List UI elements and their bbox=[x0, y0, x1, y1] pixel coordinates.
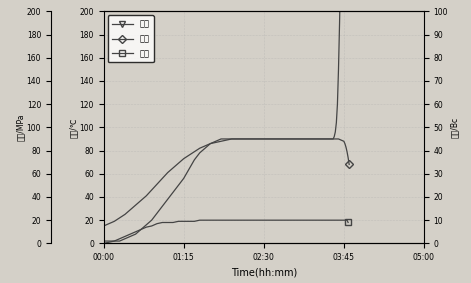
Y-axis label: 稠度/Bc: 稠度/Bc bbox=[449, 117, 458, 138]
X-axis label: Time(hh:mm): Time(hh:mm) bbox=[231, 268, 297, 278]
Y-axis label: 压力/MPa: 压力/MPa bbox=[16, 113, 25, 141]
Y-axis label: 温度/℃: 温度/℃ bbox=[69, 117, 78, 138]
Legend: 稠度, 温度, 压力: 稠度, 温度, 压力 bbox=[108, 16, 154, 63]
